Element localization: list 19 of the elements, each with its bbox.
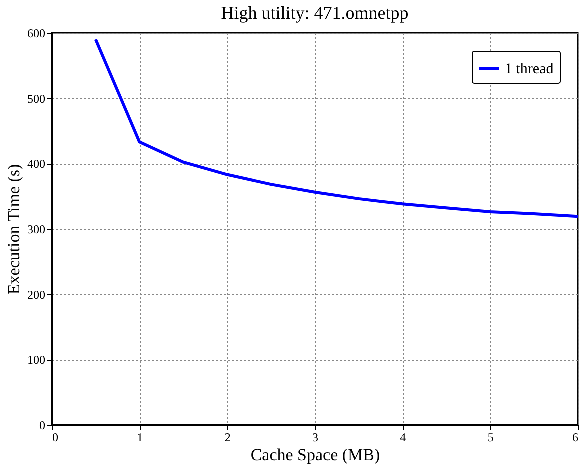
y-tick-label: 400 <box>28 157 46 172</box>
x-axis-title: Cache Space (MB) <box>250 446 380 464</box>
x-tick-label: 2 <box>224 430 231 444</box>
y-tick-label: 200 <box>28 288 46 302</box>
y-tick-label: 300 <box>28 222 46 236</box>
x-tick-label: 1 <box>137 430 144 444</box>
x-tick-label: 5 <box>488 430 494 444</box>
y-tick-label: 600 <box>28 26 46 40</box>
y-axis-title: Execution Time (s) <box>4 164 24 295</box>
x-tick-label: 4 <box>400 430 406 444</box>
y-tick-label: 0 <box>40 418 46 432</box>
legend-label: 1 thread <box>505 62 554 78</box>
x-tick-label: 3 <box>312 430 318 444</box>
y-tick-label: 500 <box>28 92 46 106</box>
x-tick-label: 6 <box>572 430 578 444</box>
x-tick-label: 0 <box>52 430 58 444</box>
line-series <box>94 38 580 218</box>
y-tick-label: 100 <box>28 353 46 368</box>
chart-title: High utility: 471.omnetpp <box>221 3 409 23</box>
